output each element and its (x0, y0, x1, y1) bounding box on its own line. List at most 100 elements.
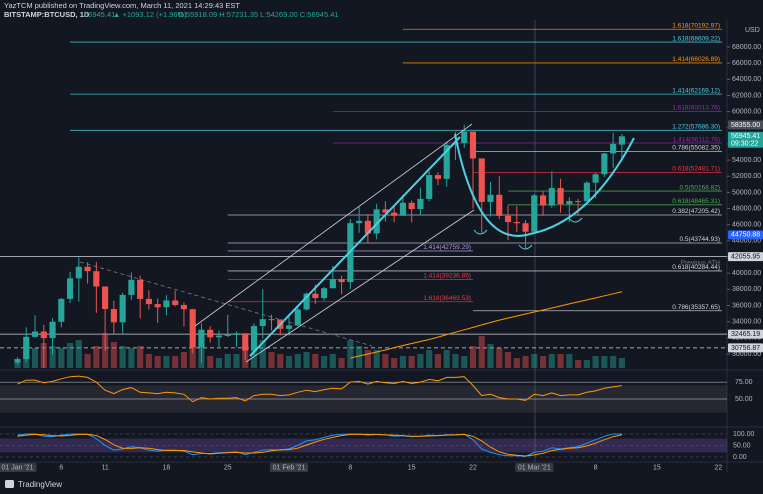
candle-body (548, 188, 555, 206)
fib-label: 1.414(56112.78) (673, 136, 720, 143)
stoch-tick-label: 50.00 (733, 442, 751, 449)
candle-body (67, 278, 74, 299)
candle-body (452, 143, 459, 145)
y-tick-label: 66000.00 (732, 60, 761, 67)
candle-body (382, 209, 389, 213)
volume-bar (478, 336, 485, 368)
volume-bar (548, 354, 555, 368)
volume-bar (391, 358, 398, 368)
volume-bar (180, 352, 188, 368)
price-badge (728, 252, 763, 262)
candle-body (522, 223, 529, 232)
x-tick-label: 01 Mar '21 (518, 464, 551, 471)
volume-bar (469, 346, 477, 368)
candle-body (356, 220, 363, 224)
volume-bar (443, 350, 450, 368)
candle-body (592, 174, 599, 183)
candle-body (329, 279, 336, 289)
candle-body (31, 331, 39, 337)
fib-label: 1.618(68609.22) (672, 35, 720, 42)
x-tick-label: 01 Jan '21 (1, 464, 33, 471)
volume-bar (154, 356, 161, 368)
candle-body (93, 271, 100, 287)
price-badge (728, 343, 763, 353)
logo-icon (5, 480, 14, 488)
candle-body (14, 359, 21, 363)
candle-body (408, 202, 415, 210)
candle-body (224, 334, 231, 336)
arc-mark (568, 217, 583, 223)
candle-body (119, 294, 126, 323)
volume-bar (601, 356, 608, 368)
arc-mark (518, 244, 533, 250)
fib-label: 1.618(60013.76) (672, 105, 720, 112)
volume-bar (496, 348, 503, 368)
candle-body (180, 304, 188, 310)
x-tick-label: 22 (714, 464, 722, 471)
fib-label: 0.382(47205.42) (672, 208, 720, 215)
fib-label: 0.5(43744.93) (680, 236, 720, 243)
price-note: Previous ATH (681, 259, 721, 266)
y-tick-label: 46000.00 (732, 222, 761, 229)
candle-body (434, 175, 442, 179)
candle-body (294, 309, 301, 326)
fib-label: 0.786(55082.35) (672, 145, 720, 152)
candle-body (469, 131, 477, 159)
volume-bar (294, 354, 301, 368)
candle-body (49, 321, 56, 339)
volume-bar (259, 340, 266, 368)
axis-unit: USD (745, 27, 760, 34)
publisher: YazTCM published on TradingView.com, Mar… (4, 1, 240, 10)
volume-bar (172, 356, 179, 368)
axis-labels: USD 68000.00 66000.00 64000.00 62000.00 60000… (0, 27, 763, 472)
volume-bar (93, 346, 100, 368)
candle-body (215, 335, 223, 338)
stoch-line (17, 433, 623, 457)
x-tick-label: 15 (653, 464, 661, 471)
volume-bar (566, 354, 573, 368)
candle-body (399, 202, 406, 216)
volume-bar (207, 356, 214, 368)
fib-label: 1.414(62169.12) (672, 87, 720, 94)
candle-body (513, 222, 520, 224)
rsi-tick-label: 50.00 (735, 396, 753, 403)
candle-body (154, 304, 161, 308)
volume-bar (504, 352, 512, 368)
y-tick-label: 40000.00 (732, 270, 761, 277)
y-tick-label: 54000.00 (732, 157, 761, 164)
price-badge (728, 230, 763, 240)
y-tick-label: 36000.00 (732, 302, 761, 309)
volume-bar (137, 346, 144, 368)
volume-bar (539, 356, 547, 368)
y-tick-label: 44000.00 (732, 238, 761, 245)
x-tick-label: 18 (163, 464, 171, 471)
candle-body (478, 158, 485, 202)
volume-bar (145, 354, 152, 368)
volume-bar (522, 356, 529, 368)
trend-line (79, 261, 373, 347)
y-tick-label: 52000.00 (732, 173, 761, 180)
volume-bar (119, 346, 126, 368)
fib-label: 1.414(66026.89) (672, 56, 720, 63)
fib-label: 0.5(50168.82) (680, 184, 720, 191)
volume-bar (531, 354, 538, 368)
y-tick-label: 68000.00 (732, 44, 761, 51)
x-tick-highlight (0, 463, 37, 472)
volume-bar (268, 352, 275, 368)
volume-bar (356, 346, 363, 368)
volume-bar (233, 354, 240, 368)
candle-body (583, 182, 590, 202)
candle-body (58, 298, 65, 322)
x-tick-label: 15 (408, 464, 416, 471)
x-tick-label: 6 (59, 464, 63, 471)
volume-bar (487, 344, 494, 368)
candle-body (504, 215, 512, 223)
volume-bar (58, 348, 65, 368)
candle-body (312, 293, 319, 299)
x-tick-label: 22 (469, 464, 477, 471)
volume-bar (461, 356, 468, 368)
stoch-panel (0, 433, 727, 458)
candle-body (233, 333, 240, 335)
candle-body (40, 331, 47, 339)
